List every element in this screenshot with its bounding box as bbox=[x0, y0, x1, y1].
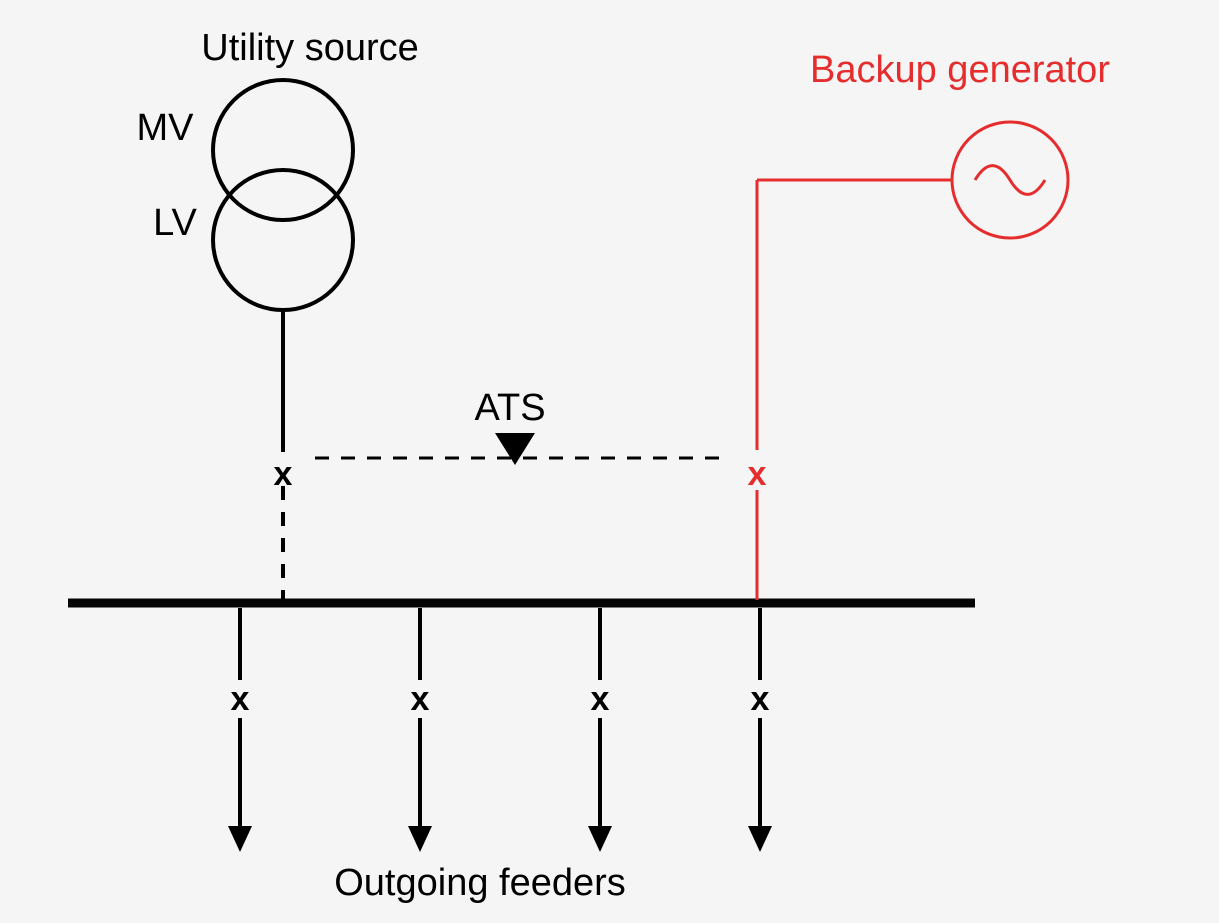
generator-breaker-x: x bbox=[748, 455, 767, 493]
transformer-symbol bbox=[213, 80, 353, 310]
feeder-breaker-x: x bbox=[231, 680, 250, 718]
generator-symbol bbox=[952, 122, 1068, 238]
arrowhead-icon bbox=[748, 826, 772, 852]
mv-label: MV bbox=[137, 107, 195, 149]
arrowhead-icon bbox=[588, 826, 612, 852]
lv-label: LV bbox=[153, 202, 197, 244]
arrowhead-icon bbox=[408, 826, 432, 852]
generator-path: x bbox=[748, 180, 951, 600]
feeder-breaker-x: x bbox=[591, 680, 610, 718]
feeder-breaker-x: x bbox=[411, 680, 430, 718]
utility-source-label: Utility source bbox=[201, 27, 419, 69]
arrowhead-icon bbox=[228, 826, 252, 852]
feeder-breaker-x: x bbox=[751, 680, 770, 718]
utility-breaker-x: x bbox=[274, 455, 293, 493]
outgoing-feeders-group: xxxx bbox=[228, 608, 772, 852]
utility-path: x bbox=[274, 310, 293, 600]
single-line-diagram: x x x x x x Utility source MV LV ATS Backup… bbox=[0, 0, 1219, 923]
backup-generator-label: Backup generator bbox=[810, 49, 1110, 91]
outgoing-feeders-label: Outgoing feeders bbox=[334, 862, 626, 904]
ats-label: ATS bbox=[474, 387, 545, 429]
ats-switch bbox=[315, 433, 725, 465]
